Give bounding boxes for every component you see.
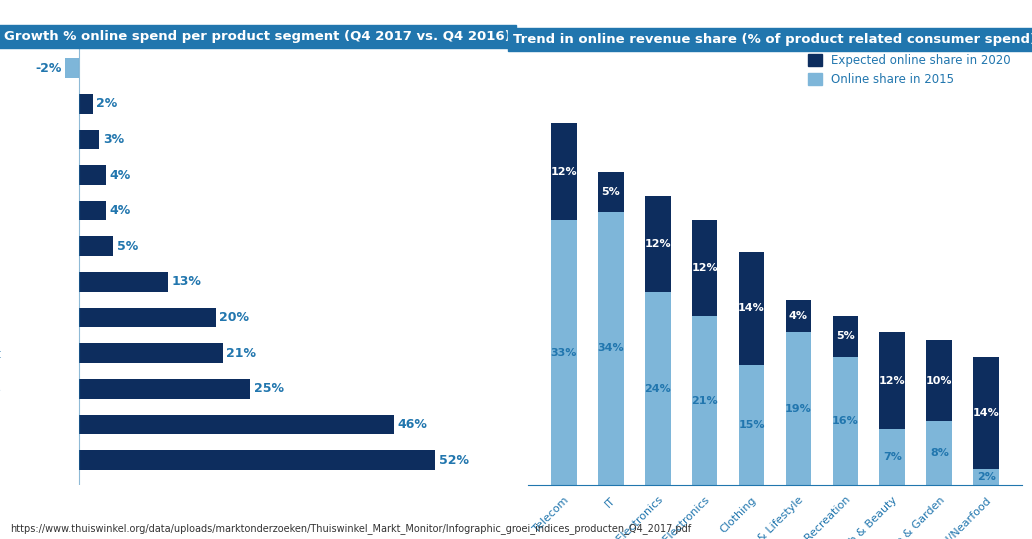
Text: 16%: 16% xyxy=(832,416,859,426)
Bar xyxy=(833,316,859,356)
Text: 4%: 4% xyxy=(109,169,131,182)
Bar xyxy=(927,421,953,485)
Text: 13%: 13% xyxy=(171,275,201,288)
Bar xyxy=(785,333,811,485)
Bar xyxy=(78,272,168,292)
Text: 4%: 4% xyxy=(789,312,808,321)
Bar xyxy=(973,356,999,469)
Text: 12%: 12% xyxy=(879,376,906,385)
Bar xyxy=(78,94,93,114)
Bar xyxy=(645,196,671,292)
Text: 7%: 7% xyxy=(883,452,902,462)
Bar xyxy=(78,201,106,220)
Title: Growth % online spend per product segment (Q4 2017 vs. Q4 2016): Growth % online spend per product segmen… xyxy=(4,30,511,43)
Bar xyxy=(645,292,671,485)
Text: 12%: 12% xyxy=(550,167,577,177)
Text: 8%: 8% xyxy=(930,448,948,458)
Bar xyxy=(598,172,623,212)
Text: 2%: 2% xyxy=(96,97,118,110)
Text: 21%: 21% xyxy=(691,396,718,406)
Bar xyxy=(551,220,577,485)
Text: 21%: 21% xyxy=(226,347,256,360)
Text: 33%: 33% xyxy=(550,348,577,357)
Text: 10%: 10% xyxy=(926,376,953,385)
Bar xyxy=(551,123,577,220)
Text: 5%: 5% xyxy=(602,187,620,197)
Text: 5%: 5% xyxy=(117,240,138,253)
Bar xyxy=(65,58,78,78)
Bar xyxy=(927,341,953,421)
Text: 25%: 25% xyxy=(254,382,284,396)
Bar xyxy=(598,212,623,485)
Text: 15%: 15% xyxy=(738,420,765,430)
Legend: Expected online share in 2020, Online share in 2015: Expected online share in 2020, Online sh… xyxy=(803,49,1015,91)
Text: 14%: 14% xyxy=(738,303,765,313)
Text: 3%: 3% xyxy=(103,133,124,146)
Text: 20%: 20% xyxy=(220,311,250,324)
Bar xyxy=(691,316,717,485)
Bar xyxy=(78,343,223,363)
Bar xyxy=(739,252,765,364)
Bar xyxy=(739,364,765,485)
Text: 52%: 52% xyxy=(439,454,469,467)
Bar xyxy=(78,308,216,327)
Bar xyxy=(879,429,905,485)
Bar xyxy=(833,356,859,485)
Title: Trend in online revenue share (% of product related consumer spend): Trend in online revenue share (% of prod… xyxy=(514,33,1032,46)
Text: 4%: 4% xyxy=(109,204,131,217)
Bar xyxy=(691,220,717,316)
Text: https://www.thuiswinkel.org/data/uploads/marktonderzoeken/Thuiswinkel_Markt_Moni: https://www.thuiswinkel.org/data/uploads… xyxy=(10,523,691,534)
Bar xyxy=(78,379,250,399)
Bar xyxy=(973,469,999,485)
Bar xyxy=(78,237,114,256)
Bar xyxy=(879,333,905,429)
Bar xyxy=(78,129,99,149)
Bar xyxy=(785,300,811,333)
Text: 19%: 19% xyxy=(785,404,812,414)
Text: 14%: 14% xyxy=(973,408,1000,418)
Text: 12%: 12% xyxy=(691,263,718,273)
Text: 2%: 2% xyxy=(977,472,996,482)
Text: 34%: 34% xyxy=(598,343,624,354)
Bar xyxy=(78,165,106,185)
Bar xyxy=(78,414,394,434)
Text: 46%: 46% xyxy=(397,418,427,431)
Bar xyxy=(78,451,436,470)
Text: -2%: -2% xyxy=(35,61,62,74)
Text: 24%: 24% xyxy=(644,384,671,393)
Text: 12%: 12% xyxy=(644,239,671,249)
Text: 5%: 5% xyxy=(836,331,854,341)
